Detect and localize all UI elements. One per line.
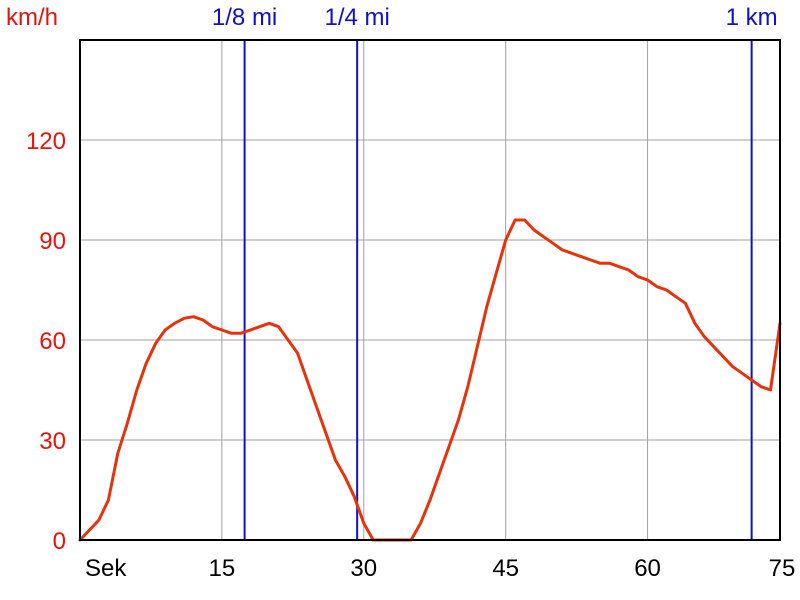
y-tick-label: 120 [26,128,66,155]
distance-markers [243,40,753,540]
y-tick-label: 30 [39,428,66,455]
x-tick-labels: 15 30 45 60 75 [209,555,796,582]
plot-frame [79,39,781,541]
speed-series-line [78,218,782,542]
y-tick-labels: 0 30 60 90 120 [26,128,66,555]
marker-labels: 1/8 mi 1/4 mi 1 km [212,4,778,31]
y-tick-label: 90 [39,228,66,255]
series-lines [78,218,782,542]
x-tick-label: 75 [769,555,796,582]
y-tick-label: 60 [39,328,66,355]
distance-marker-label: 1/4 mi [324,4,389,31]
y-axis-label: km/h [6,4,58,31]
y-tick-label: 0 [53,528,66,555]
x-tick-label: 15 [209,555,236,582]
distance-marker-label: 1/8 mi [212,4,277,31]
x-tick-label: 30 [350,555,377,582]
x-tick-label: 60 [634,555,661,582]
grid-lines [80,40,780,540]
x-axis-label: Sek [85,555,127,582]
distance-marker-label: 1 km [726,4,778,31]
x-tick-label: 45 [492,555,519,582]
